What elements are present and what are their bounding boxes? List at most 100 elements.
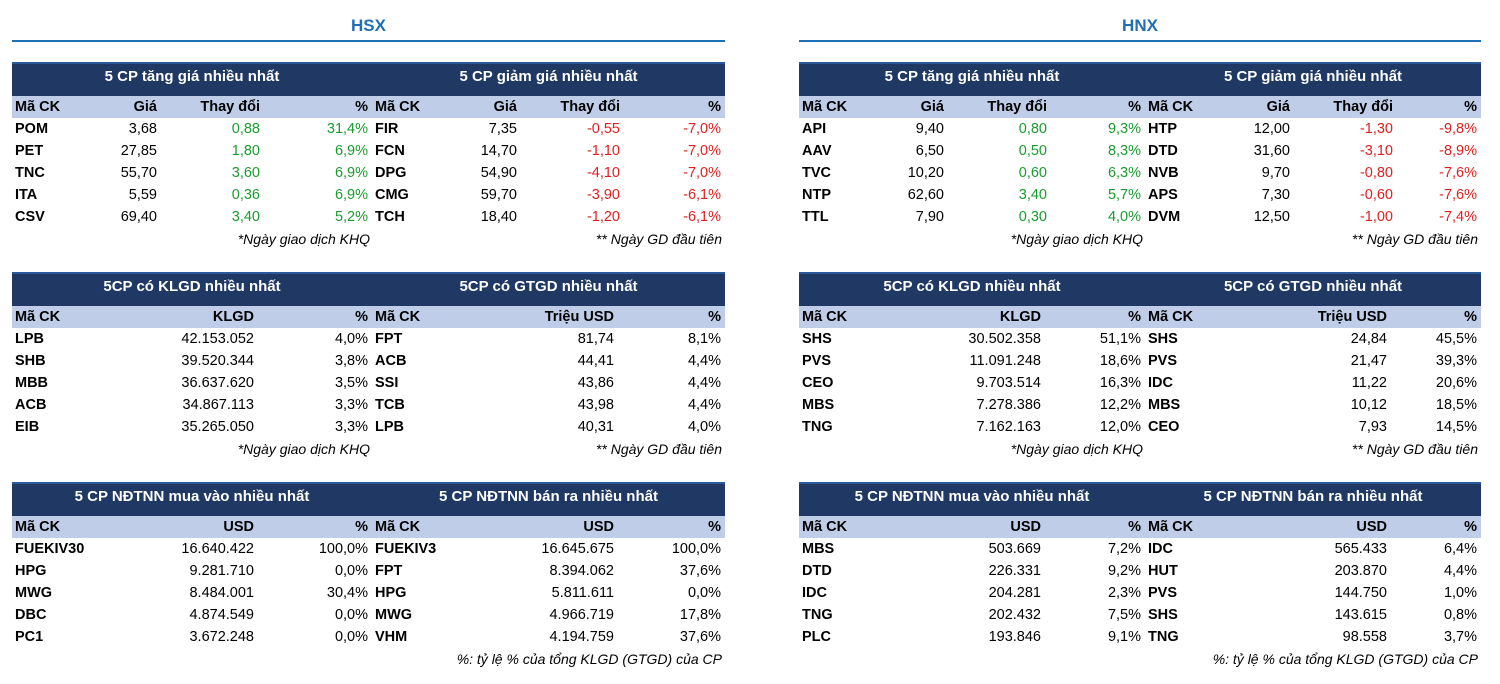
table-row: PET 27,85 1,80 6,9% FCN 14,70 -1,10 -7,0% [12, 140, 725, 162]
column-header: Thay đổi [987, 99, 1047, 115]
column-header: Mã CK [802, 309, 848, 325]
table-cell: 4,4% [687, 397, 721, 413]
ticker-cell: CEO [802, 375, 834, 391]
hsx-volume-gtgd-table: 5CP có GTGD nhiều nhất [372, 272, 725, 306]
table-cell: 4,4% [1443, 563, 1477, 579]
table-cell: 18,6% [1099, 353, 1141, 369]
table-cell: 6,9% [334, 143, 368, 159]
table-row: SHS 30.502.358 51,1% SHS 24,84 45,5% [799, 328, 1481, 350]
table-row: AAV 6,50 0,50 8,3% DTD 31,60 -3,10 -8,9% [799, 140, 1481, 162]
ticker-cell: CMG [375, 187, 409, 203]
ticker-cell: PVS [1148, 585, 1178, 601]
column-header: Mã CK [15, 309, 61, 325]
table-cell: 6,3% [1107, 165, 1141, 181]
column-header: % [708, 519, 721, 535]
column-header: % [355, 519, 368, 535]
table-cell: 8.394.062 [549, 563, 614, 579]
table-cell: -7,0% [683, 121, 721, 137]
table-cell: 7,2% [1107, 541, 1141, 557]
table-cell: 7.162.163 [976, 419, 1041, 435]
table-title: 5CP có KLGD nhiều nhất [883, 278, 1061, 295]
ticker-cell: FIR [375, 121, 399, 137]
ticker-cell: IDC [802, 585, 827, 601]
table-row: API 9,40 0,80 9,3% HTP 12,00 -1,30 -9,8% [799, 118, 1481, 140]
column-header: USD [583, 519, 614, 535]
ticker-cell: ACB [375, 353, 407, 369]
column-header: % [1464, 309, 1477, 325]
table-cell: -3,90 [586, 187, 620, 203]
table-cell: 9,70 [1261, 165, 1290, 181]
table-cell: 0,0% [334, 629, 368, 645]
column-header: Mã CK [375, 519, 421, 535]
table-cell: 30,4% [326, 585, 368, 601]
table-cell: 7,5% [1107, 607, 1141, 623]
footnote: *Ngày giao dịch KHQ [237, 441, 370, 457]
table-title: 5CP có GTGD nhiều nhất [1223, 278, 1403, 295]
ticker-cell: MWG [375, 607, 413, 623]
table-cell: 3,8% [334, 353, 368, 369]
hnx-foreign-header-row: Mã CK USD% Mã CK USD% [799, 516, 1481, 538]
table-cell: 7,90 [915, 209, 944, 225]
table-cell: 0,0% [334, 563, 368, 579]
ticker-cell: PET [15, 143, 44, 159]
table-row: TNG 202.432 7,5% SHS 143.615 0,8% [799, 604, 1481, 626]
ticker-cell: EIB [15, 419, 40, 435]
table-cell: 37,6% [679, 629, 721, 645]
hsx-foreign-title-band [12, 482, 725, 516]
hnx-foreign-sell-table: 5 CP NĐTNN bán ra nhiều nhất [1145, 482, 1481, 516]
hsx-title-rule [12, 40, 725, 42]
table-cell: 3,3% [334, 397, 368, 413]
column-header: Giá [133, 99, 157, 115]
table-title: 5CP có GTGD nhiều nhất [459, 278, 638, 295]
table-row: CSV 69,40 3,40 5,2% TCH 18,40 -1,20 -6,1% [12, 206, 725, 228]
table-cell: 0,0% [334, 607, 368, 623]
table-row: ITA 5,59 0,36 6,9% CMG 59,70 -3,90 -6,1% [12, 184, 725, 206]
table-row: TVC 10,20 0,60 6,3% NVB 9,70 -0,80 -7,6% [799, 162, 1481, 184]
hnx-volume-klgd-table: 5CP có KLGD nhiều nhất [799, 272, 1145, 306]
table-row: DTD 226.331 9,2% HUT 203.870 4,4% [799, 560, 1481, 582]
table-cell: 8,1% [687, 331, 721, 347]
table-row: TTL 7,90 0,30 4,0% DVM 12,50 -1,00 -7,4% [799, 206, 1481, 228]
table-row: MBB 36.637.620 3,5% SSI 43,86 4,4% [12, 372, 725, 394]
table-cell: 5.811.611 [551, 585, 614, 601]
table-cell: 4.966.719 [549, 607, 614, 623]
table-cell: 226.331 [988, 563, 1041, 579]
table-cell: 9,1% [1107, 629, 1141, 645]
hnx-volume-gtgd-table: 5CP có GTGD nhiều nhất [1145, 272, 1481, 306]
table-cell: 12,00 [1253, 121, 1290, 137]
hsx-foreign-rows: FUEKIV30 16.640.422 100,0% FUEKIV3 16.645.67… [12, 538, 725, 648]
ticker-cell: TCB [375, 397, 405, 413]
table-cell: 10,20 [907, 165, 944, 181]
table-cell: 9,3% [1107, 121, 1141, 137]
table-cell: 81,74 [577, 331, 614, 347]
hsx-volume-klgd-table: 5CP có KLGD nhiều nhất [12, 272, 372, 306]
table-title: 5 CP NĐTNN mua vào nhiều nhất [854, 488, 1090, 505]
table-cell: 55,70 [120, 165, 157, 181]
ticker-cell: IDC [1148, 541, 1173, 557]
ticker-cell: DBC [15, 607, 47, 623]
table-cell: -0,80 [1359, 165, 1393, 181]
table-cell: 4.874.549 [189, 607, 254, 623]
table-cell: 565.433 [1334, 541, 1387, 557]
table-cell: 4,0% [1107, 209, 1141, 225]
hsx-movers-gainers-table: 5 CP tăng giá nhiều nhất [12, 62, 372, 96]
ticker-cell: TVC [802, 165, 831, 181]
table-row: IDC 204.281 2,3% PVS 144.750 1,0% [799, 582, 1481, 604]
ticker-cell: ACB [15, 397, 47, 413]
hsx-volume-rows: LPB 42.153.052 4,0% FPT 81,74 8,1% SHB 39.520.3… [12, 328, 725, 438]
hnx-title: HNX [1122, 16, 1158, 35]
table-title: 5 CP giảm giá nhiều nhất [459, 68, 638, 85]
column-header: % [708, 99, 721, 115]
table-cell: -0,60 [1359, 187, 1393, 203]
table-cell: -6,1% [683, 187, 721, 203]
table-row: LPB 42.153.052 4,0% FPT 81,74 8,1% [12, 328, 725, 350]
column-header: % [355, 99, 368, 115]
ticker-cell: DTD [802, 563, 832, 579]
ticker-cell: FUEKIV3 [375, 541, 437, 557]
table-cell: 5,7% [1107, 187, 1141, 203]
hnx-foreign-panel: Mã CK USD% Mã CK USD% MBS 503.669 7,2% IDC 565.4… [799, 482, 1481, 670]
table-row: POM 3,68 0,88 31,4% FIR 7,35 -0,55 -7,0% [12, 118, 725, 140]
hnx-movers-losers-table: 5 CP giảm giá nhiều nhất [1145, 62, 1481, 96]
ticker-cell: DTD [1148, 143, 1178, 159]
ticker-cell: LPB [15, 331, 44, 347]
